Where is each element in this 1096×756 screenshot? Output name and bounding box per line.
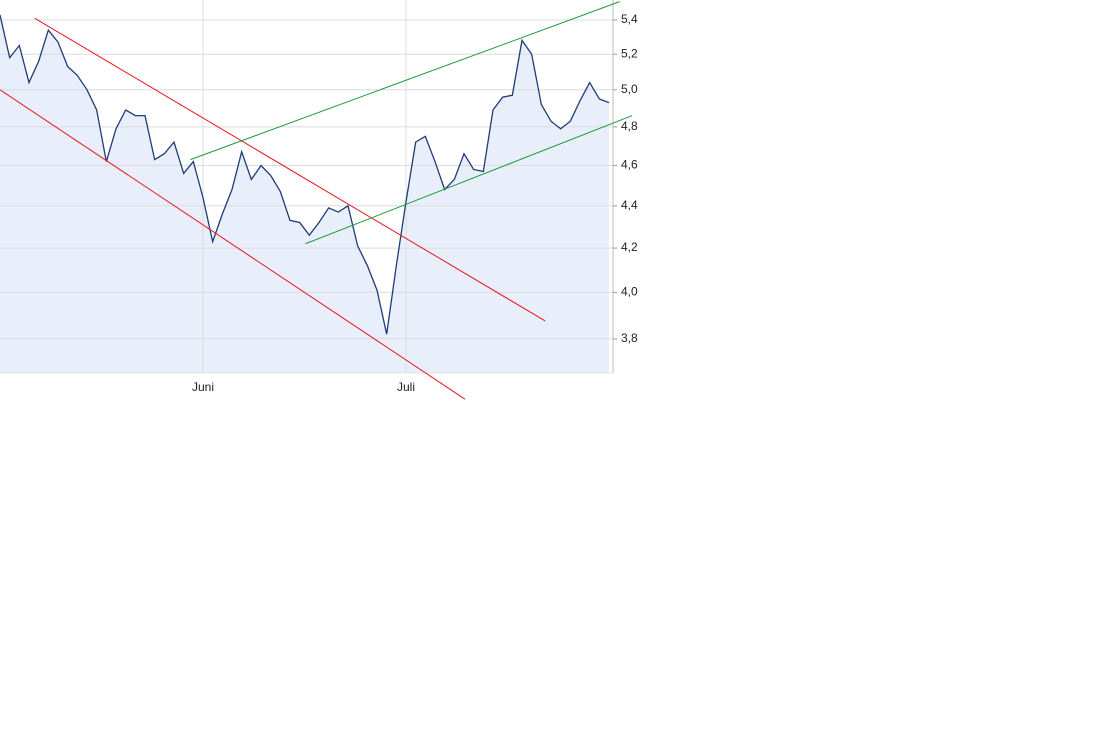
y-tick-label: 5,4 [621, 12, 638, 26]
trend-line [190, 1, 620, 161]
y-tick-label: 5,2 [621, 46, 638, 60]
trend-line [34, 17, 546, 322]
x-tick-label: Juli [397, 380, 415, 394]
area [0, 14, 609, 374]
y-tick-label: 3,8 [621, 331, 638, 345]
y-tick-label: 4,0 [621, 285, 638, 299]
y-tick-label: 5,0 [621, 82, 638, 96]
trend-line [0, 89, 466, 400]
y-tick-label: 4,8 [621, 119, 638, 133]
y-tick-label: 4,2 [621, 240, 638, 254]
y-tick-label: 4,4 [621, 198, 638, 212]
y-tick-label: 4,6 [621, 158, 638, 172]
price-line [0, 14, 610, 335]
x-tick-label: Juni [192, 380, 214, 394]
trend-line [305, 115, 633, 245]
